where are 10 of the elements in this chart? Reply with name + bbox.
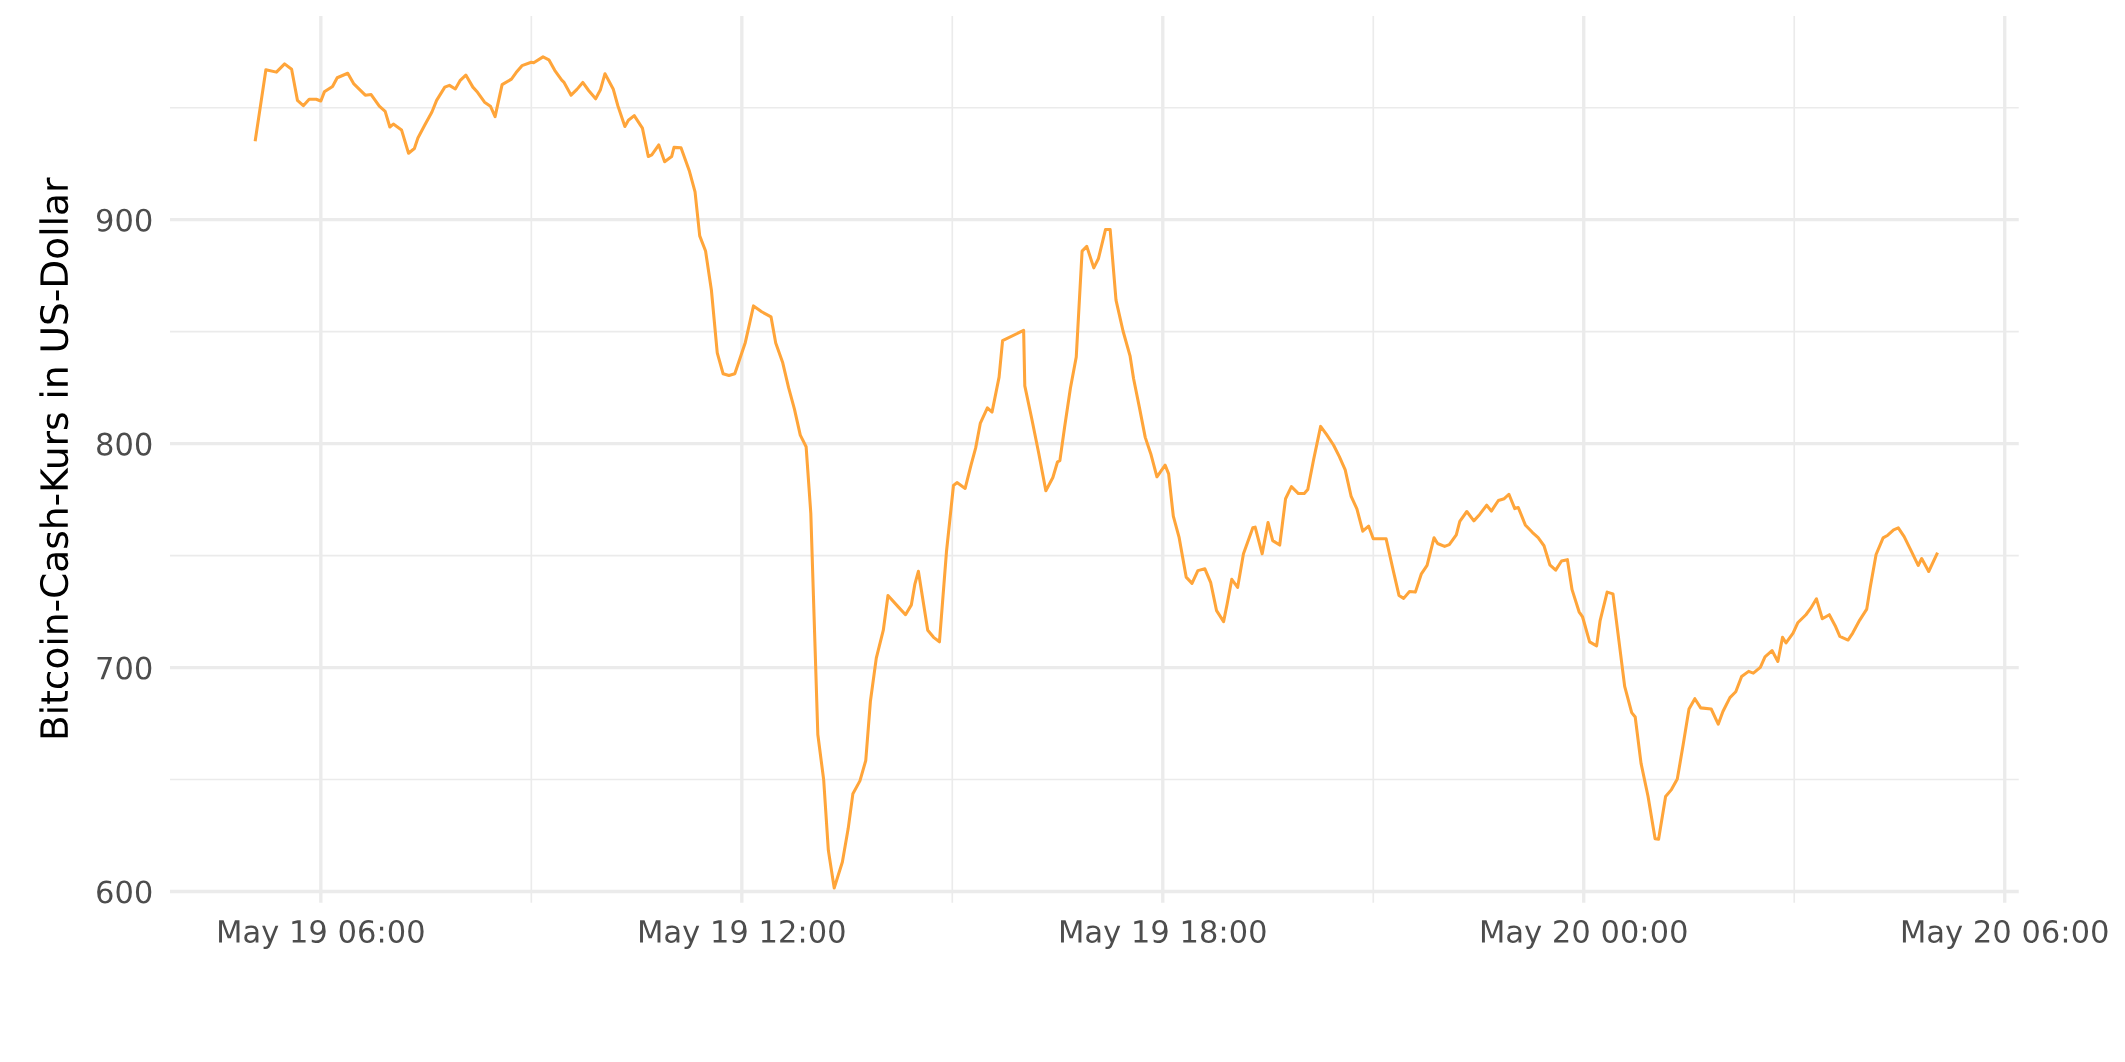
y-tick-label: 700 — [97, 656, 152, 680]
x-tick-label: May 20 00:00 — [1481, 919, 1687, 949]
y-tick-label: 600 — [97, 880, 152, 904]
x-tick-label: May 19 18:00 — [1061, 919, 1266, 949]
y-tick-label: 900 — [96, 208, 152, 232]
y-tick-label: 800 — [97, 432, 152, 456]
x-tick-label: May 20 06:00 — [1902, 919, 2108, 949]
x-tick-label: May 19 12:00 — [640, 919, 845, 949]
y-axis-title: Bitcoin-Cash-Kurs in US-Dollar — [39, 177, 69, 738]
x-tick-label: May 19 06:00 — [219, 919, 424, 949]
